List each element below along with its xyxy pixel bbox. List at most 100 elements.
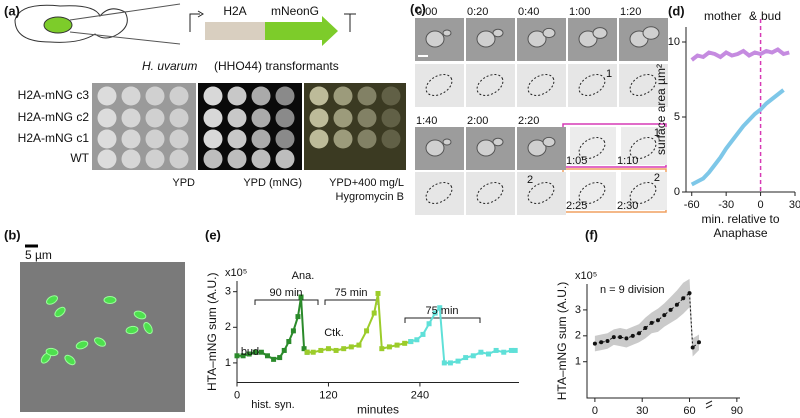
x-tick-label: -30	[718, 199, 734, 211]
y-unit: x10⁵	[575, 270, 597, 282]
event-label: 1	[654, 127, 660, 139]
time-label: 0:40	[518, 6, 539, 18]
marker	[478, 349, 484, 355]
cell	[103, 296, 117, 304]
timelapse-tile	[415, 64, 464, 107]
colony-spot	[145, 129, 165, 149]
cell-outline	[629, 137, 657, 159]
medium-label: YPD	[172, 177, 195, 189]
gene-label: H2A	[223, 4, 246, 18]
panel-label: (e)	[205, 227, 221, 242]
inset-time: 2:25	[566, 200, 587, 212]
y-tick-label: 3	[575, 304, 581, 316]
marker	[301, 346, 307, 352]
colony-spot	[251, 86, 271, 106]
marker	[455, 358, 461, 364]
marker	[281, 347, 287, 353]
y-tick-label: 2	[225, 321, 231, 333]
annotation: hist. syn.	[251, 399, 294, 411]
marker	[364, 328, 370, 334]
series-line	[690, 47, 790, 62]
colony-spot	[203, 108, 223, 128]
marker	[240, 353, 246, 359]
cell-outline	[629, 182, 657, 204]
promoter-arrow	[189, 13, 200, 32]
bud-image	[442, 138, 452, 146]
time-label: 2:20	[518, 115, 539, 127]
marker	[408, 339, 414, 345]
y-axis-label: HTA–mNG sum (A.U.)	[555, 282, 569, 400]
marker	[463, 355, 469, 361]
marker	[394, 342, 400, 348]
marker	[252, 349, 258, 355]
marker	[437, 305, 443, 311]
y-tick-label: 3	[225, 286, 231, 298]
cell-outline	[476, 182, 504, 204]
legend-entry: mother	[704, 9, 741, 23]
inset-time: 2:30	[617, 200, 638, 212]
colony-spot	[145, 86, 165, 106]
inset-tile	[621, 172, 667, 210]
timelapse-tile	[415, 172, 464, 215]
colony-spot	[275, 86, 295, 106]
marker	[508, 347, 514, 353]
marker	[643, 326, 648, 331]
terminator	[344, 13, 356, 32]
colony-spot	[227, 108, 247, 128]
tag-arrow	[265, 16, 338, 46]
inset-tile	[621, 127, 667, 165]
colony-spot	[251, 129, 271, 149]
x-axis-label: minutes	[357, 403, 399, 417]
marker	[696, 340, 701, 345]
bud-image	[542, 136, 556, 148]
marker	[599, 340, 604, 345]
row-label: H2A-mNG c1	[18, 131, 90, 145]
medium-label: YPD (mNG)	[243, 177, 302, 189]
colony-spot	[145, 108, 165, 128]
marker	[690, 345, 695, 350]
marker	[447, 360, 453, 366]
colony-spot	[333, 108, 353, 128]
colony-spot	[97, 108, 117, 128]
y-tick-label: 2	[575, 330, 581, 342]
marker	[304, 349, 310, 355]
colony-spot	[169, 149, 189, 169]
marker	[470, 353, 476, 359]
cell-outline	[578, 137, 606, 159]
row-label: WT	[70, 151, 89, 165]
x-tick-label: 0	[234, 389, 240, 401]
x-axis-label-emphasis: Anaphase	[713, 226, 767, 240]
colony-spot	[203, 149, 223, 169]
medium-label: YPD+400 mg/L	[329, 177, 404, 189]
time-label: 0:20	[467, 6, 488, 18]
colony-spot	[203, 86, 223, 106]
colony-spot	[145, 149, 165, 169]
x-axis-label: min. relative to	[701, 212, 779, 226]
y-tick-label: 1	[225, 357, 231, 369]
marker	[649, 320, 654, 325]
cell	[54, 306, 66, 318]
marker	[325, 346, 331, 352]
colony-spot	[227, 86, 247, 106]
y-tick-label: 5	[674, 111, 680, 123]
colony-spot	[203, 129, 223, 149]
colony-spot	[381, 108, 401, 128]
marker	[668, 307, 673, 312]
marker	[420, 331, 426, 337]
marker	[655, 318, 660, 323]
time-label: 1:00	[569, 6, 590, 18]
annotation: bud	[241, 346, 259, 358]
inset-tile	[570, 127, 616, 165]
cell	[94, 337, 106, 347]
colony-spot	[169, 108, 189, 128]
marker	[379, 346, 385, 352]
timelapse-tile	[517, 172, 566, 215]
marker	[501, 349, 507, 355]
plate-title-species: H. uvarum	[142, 59, 197, 73]
tag-label: mNeonG	[271, 4, 319, 18]
cell-outline	[527, 182, 555, 204]
cell-image	[527, 139, 547, 157]
cell-image	[527, 30, 547, 48]
x-tick-label: 90	[731, 405, 743, 417]
marker	[611, 335, 616, 340]
